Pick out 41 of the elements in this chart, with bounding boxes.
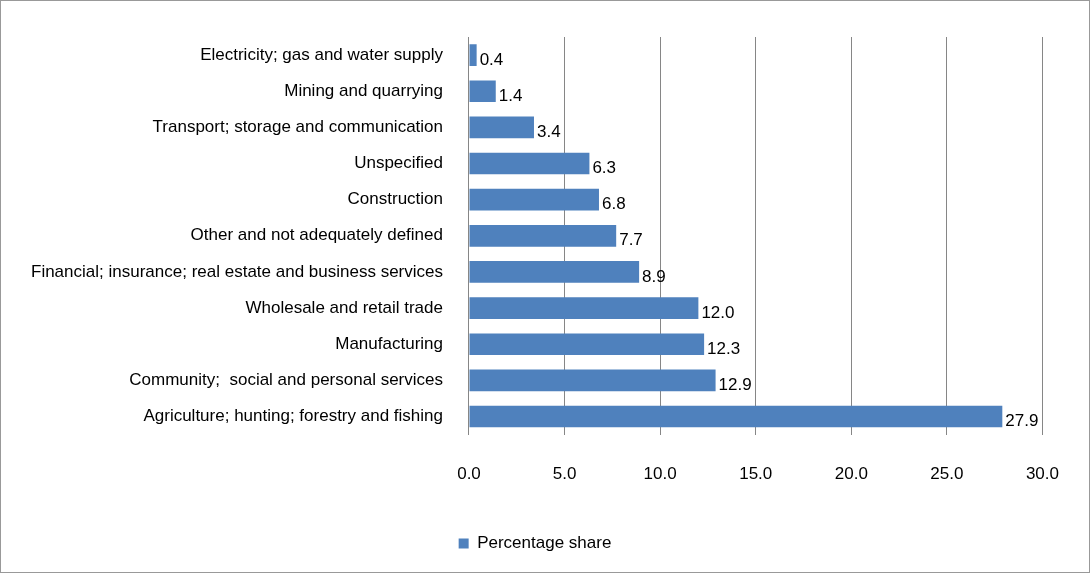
data-label: 6.8 — [601, 194, 626, 214]
x-tick-label: 0.0 — [457, 464, 481, 484]
x-tick-label: 5.0 — [552, 464, 577, 484]
x-tick-label: 30.0 — [1025, 464, 1059, 484]
y-tick-label: Community; social and personal services — [129, 370, 443, 390]
bar — [469, 44, 477, 66]
y-tick-label: Unspecified — [354, 153, 443, 173]
data-label: 12.0 — [701, 302, 735, 322]
data-label: 12.9 — [718, 375, 752, 395]
y-tick-label: Agriculture; hunting; forestry and fishing — [143, 406, 443, 426]
y-tick-label: Other and not adequately defined — [190, 225, 443, 245]
legend-label: Percentage share — [477, 533, 612, 553]
data-label: 7.7 — [619, 230, 643, 250]
data-label: 8.9 — [642, 266, 666, 286]
data-label: 6.3 — [592, 158, 617, 178]
bar — [469, 405, 1003, 428]
bar — [469, 80, 496, 103]
data-label: 3.4 — [536, 122, 561, 142]
x-tick-label: 20.0 — [834, 464, 868, 484]
y-tick-label: Wholesale and retail trade — [245, 297, 443, 317]
x-tick-label: 10.0 — [643, 464, 677, 484]
y-tick-label: Manufacturing — [335, 333, 443, 353]
data-label: 1.4 — [498, 85, 523, 105]
bar — [469, 152, 590, 175]
data-label: 27.9 — [1005, 411, 1039, 431]
y-tick-label: Financial; insurance; real estate and business services — [30, 261, 443, 281]
x-tick-label: 25.0 — [930, 464, 964, 484]
bar — [469, 188, 599, 211]
data-label: 12.3 — [707, 338, 741, 358]
y-tick-label: Construction — [347, 189, 443, 209]
bar — [469, 224, 617, 247]
x-tick-label: 15.0 — [739, 464, 773, 484]
data-label: 0.4 — [479, 49, 504, 69]
y-tick-label: Transport; storage and communication — [152, 117, 443, 137]
y-tick-label: Electricity; gas and water supply — [200, 44, 444, 64]
bar — [469, 369, 716, 392]
bar — [469, 261, 640, 283]
bar — [469, 116, 534, 139]
bar — [469, 333, 705, 356]
y-tick-label: Mining and quarrying — [284, 80, 443, 100]
bar — [469, 297, 699, 319]
